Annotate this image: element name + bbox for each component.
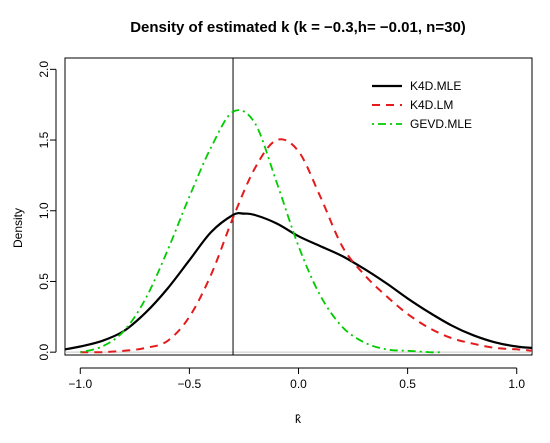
legend-label-3: GEVD.MLE bbox=[410, 117, 472, 131]
x-tick-label: −0.5 bbox=[178, 377, 202, 391]
y-axis-label: Density bbox=[11, 208, 25, 248]
chart-title: Density of estimated k (k = −0.3,h= −0.0… bbox=[130, 19, 466, 36]
x-tick-label: 0.5 bbox=[399, 377, 416, 391]
plot-frame bbox=[64, 57, 533, 356]
x-axis-label: k̂ bbox=[295, 412, 302, 426]
x-tick-label: 0.0 bbox=[290, 377, 307, 391]
y-tick-label: 0.5 bbox=[37, 273, 51, 290]
legend: K4D.MLE K4D.LM GEVD.MLE bbox=[372, 79, 472, 131]
x-tick-label: −1.0 bbox=[68, 377, 92, 391]
legend-label-1: K4D.MLE bbox=[410, 79, 461, 93]
legend-label-2: K4D.LM bbox=[410, 98, 453, 112]
y-tick-label: 2.0 bbox=[37, 61, 51, 78]
y-tick-label: 0.0 bbox=[37, 344, 51, 361]
x-tick-label: 1.0 bbox=[508, 377, 525, 391]
y-tick-label: 1.5 bbox=[37, 131, 51, 148]
plot-area bbox=[64, 57, 533, 356]
y-tick-label: 1.0 bbox=[37, 202, 51, 219]
series-line-2 bbox=[80, 138, 532, 354]
series-lines bbox=[65, 109, 532, 354]
axes: −1.0 −0.5 0.0 0.5 1.0 0.0 0.5 1.0 1.5 2.0 bbox=[37, 61, 525, 391]
series-line-3 bbox=[80, 109, 441, 354]
series-line-1 bbox=[65, 212, 532, 351]
